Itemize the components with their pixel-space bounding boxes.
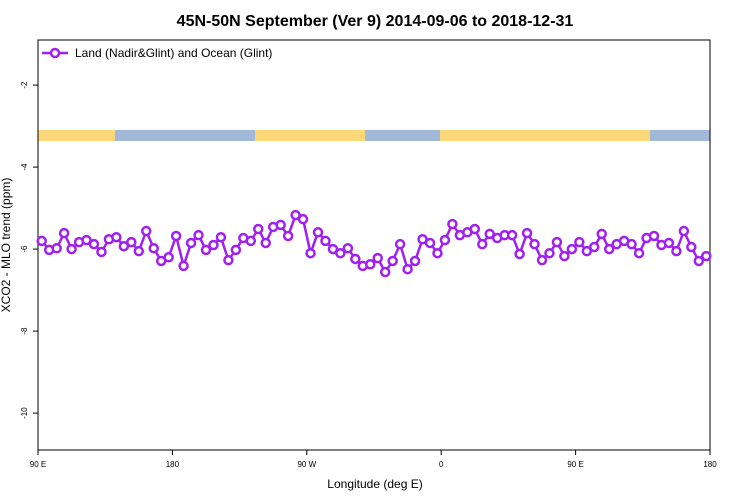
data-point bbox=[312, 227, 324, 238]
data-point bbox=[297, 213, 309, 225]
data-point bbox=[305, 247, 316, 259]
data-point bbox=[335, 247, 346, 259]
data-point bbox=[36, 235, 47, 247]
data-point bbox=[394, 238, 406, 250]
data-point bbox=[596, 228, 607, 240]
data-point bbox=[402, 263, 413, 275]
data-point bbox=[529, 238, 540, 250]
data-point bbox=[484, 228, 495, 240]
data-point bbox=[477, 238, 488, 250]
data-point bbox=[409, 255, 421, 267]
data-point bbox=[275, 219, 286, 231]
data-point bbox=[663, 237, 675, 249]
data-point bbox=[551, 236, 563, 248]
data-point bbox=[372, 252, 383, 264]
ocean-strip bbox=[115, 130, 255, 141]
data-point bbox=[230, 244, 242, 256]
data-point bbox=[51, 243, 62, 254]
ocean-strip bbox=[650, 130, 710, 141]
legend-marker bbox=[49, 47, 61, 59]
data-point bbox=[559, 250, 570, 262]
data-point bbox=[589, 241, 600, 253]
legend-label: Land (Nadir&Glint) and Ocean (Glint) bbox=[75, 46, 272, 60]
land-strip bbox=[440, 130, 650, 141]
data-point bbox=[253, 223, 264, 235]
data-point bbox=[350, 253, 361, 265]
data-point bbox=[566, 243, 578, 255]
data-point bbox=[536, 254, 548, 266]
y-tick-label: -10 bbox=[20, 407, 29, 419]
data-point bbox=[439, 234, 451, 246]
y-tick-label: -4 bbox=[20, 163, 29, 171]
data-point bbox=[686, 241, 697, 253]
data-point bbox=[365, 259, 376, 270]
x-axis-label: Longitude (deg E) bbox=[327, 477, 422, 491]
x-tick-label: 90 E bbox=[567, 460, 583, 469]
data-point bbox=[148, 243, 159, 254]
y-tick-label: -2 bbox=[20, 81, 29, 89]
data-point bbox=[327, 243, 339, 255]
data-point bbox=[126, 236, 137, 248]
data-point bbox=[96, 246, 107, 258]
data-point bbox=[342, 243, 354, 254]
data-point bbox=[432, 247, 443, 259]
data-point bbox=[521, 227, 533, 239]
y-tick-label: -6 bbox=[20, 245, 29, 253]
data-point bbox=[447, 218, 458, 230]
data-point bbox=[648, 230, 660, 242]
data-point bbox=[633, 247, 645, 259]
data-point bbox=[118, 240, 130, 252]
x-tick-label: 90 E bbox=[30, 460, 46, 469]
land-strip bbox=[38, 130, 115, 141]
data-point bbox=[544, 247, 555, 259]
x-tick-label: 90 W bbox=[297, 460, 316, 469]
data-point bbox=[469, 223, 481, 235]
data-point bbox=[693, 255, 705, 267]
x-tick-label: 180 bbox=[166, 460, 180, 469]
data-point bbox=[514, 248, 525, 260]
land-ocean-map bbox=[38, 130, 710, 141]
x-tick-label: 0 bbox=[439, 460, 444, 469]
plot-frame bbox=[37, 39, 711, 451]
data-point bbox=[701, 250, 712, 262]
data-point bbox=[282, 230, 294, 242]
data-point bbox=[200, 244, 212, 256]
data-point bbox=[208, 239, 219, 251]
data-point bbox=[133, 245, 145, 257]
data-point bbox=[141, 225, 152, 237]
data-point bbox=[111, 231, 122, 243]
data-point bbox=[379, 266, 391, 278]
data-point bbox=[626, 238, 637, 250]
data-point bbox=[320, 235, 331, 247]
x-tick-label: 180 bbox=[703, 460, 717, 469]
data-point bbox=[66, 243, 77, 255]
data-point bbox=[193, 229, 204, 241]
data-point bbox=[215, 231, 227, 243]
ocean-strip bbox=[365, 130, 440, 141]
data-point bbox=[678, 225, 690, 237]
data-point bbox=[387, 255, 398, 267]
y-axis-label: XCO2 - MLO trend (ppm) bbox=[0, 178, 13, 313]
data-point bbox=[178, 260, 189, 272]
data-point bbox=[260, 237, 271, 249]
data-point bbox=[81, 234, 92, 246]
data-point bbox=[245, 235, 257, 247]
data-point bbox=[603, 243, 615, 255]
land-strip bbox=[255, 130, 365, 141]
data-point bbox=[581, 245, 593, 257]
data-point bbox=[223, 254, 234, 266]
data-point bbox=[163, 252, 174, 263]
data-point bbox=[671, 245, 682, 257]
data-point bbox=[88, 238, 100, 250]
data-point bbox=[290, 209, 301, 221]
data-point bbox=[58, 227, 70, 239]
data-point bbox=[170, 230, 182, 242]
data-point bbox=[185, 237, 197, 249]
data-point bbox=[506, 229, 518, 241]
data-point bbox=[424, 237, 436, 249]
data-point bbox=[574, 236, 585, 248]
y-tick-label: -8 bbox=[20, 327, 29, 335]
chart-title: 45N-50N September (Ver 9) 2014-09-06 to … bbox=[177, 13, 574, 30]
